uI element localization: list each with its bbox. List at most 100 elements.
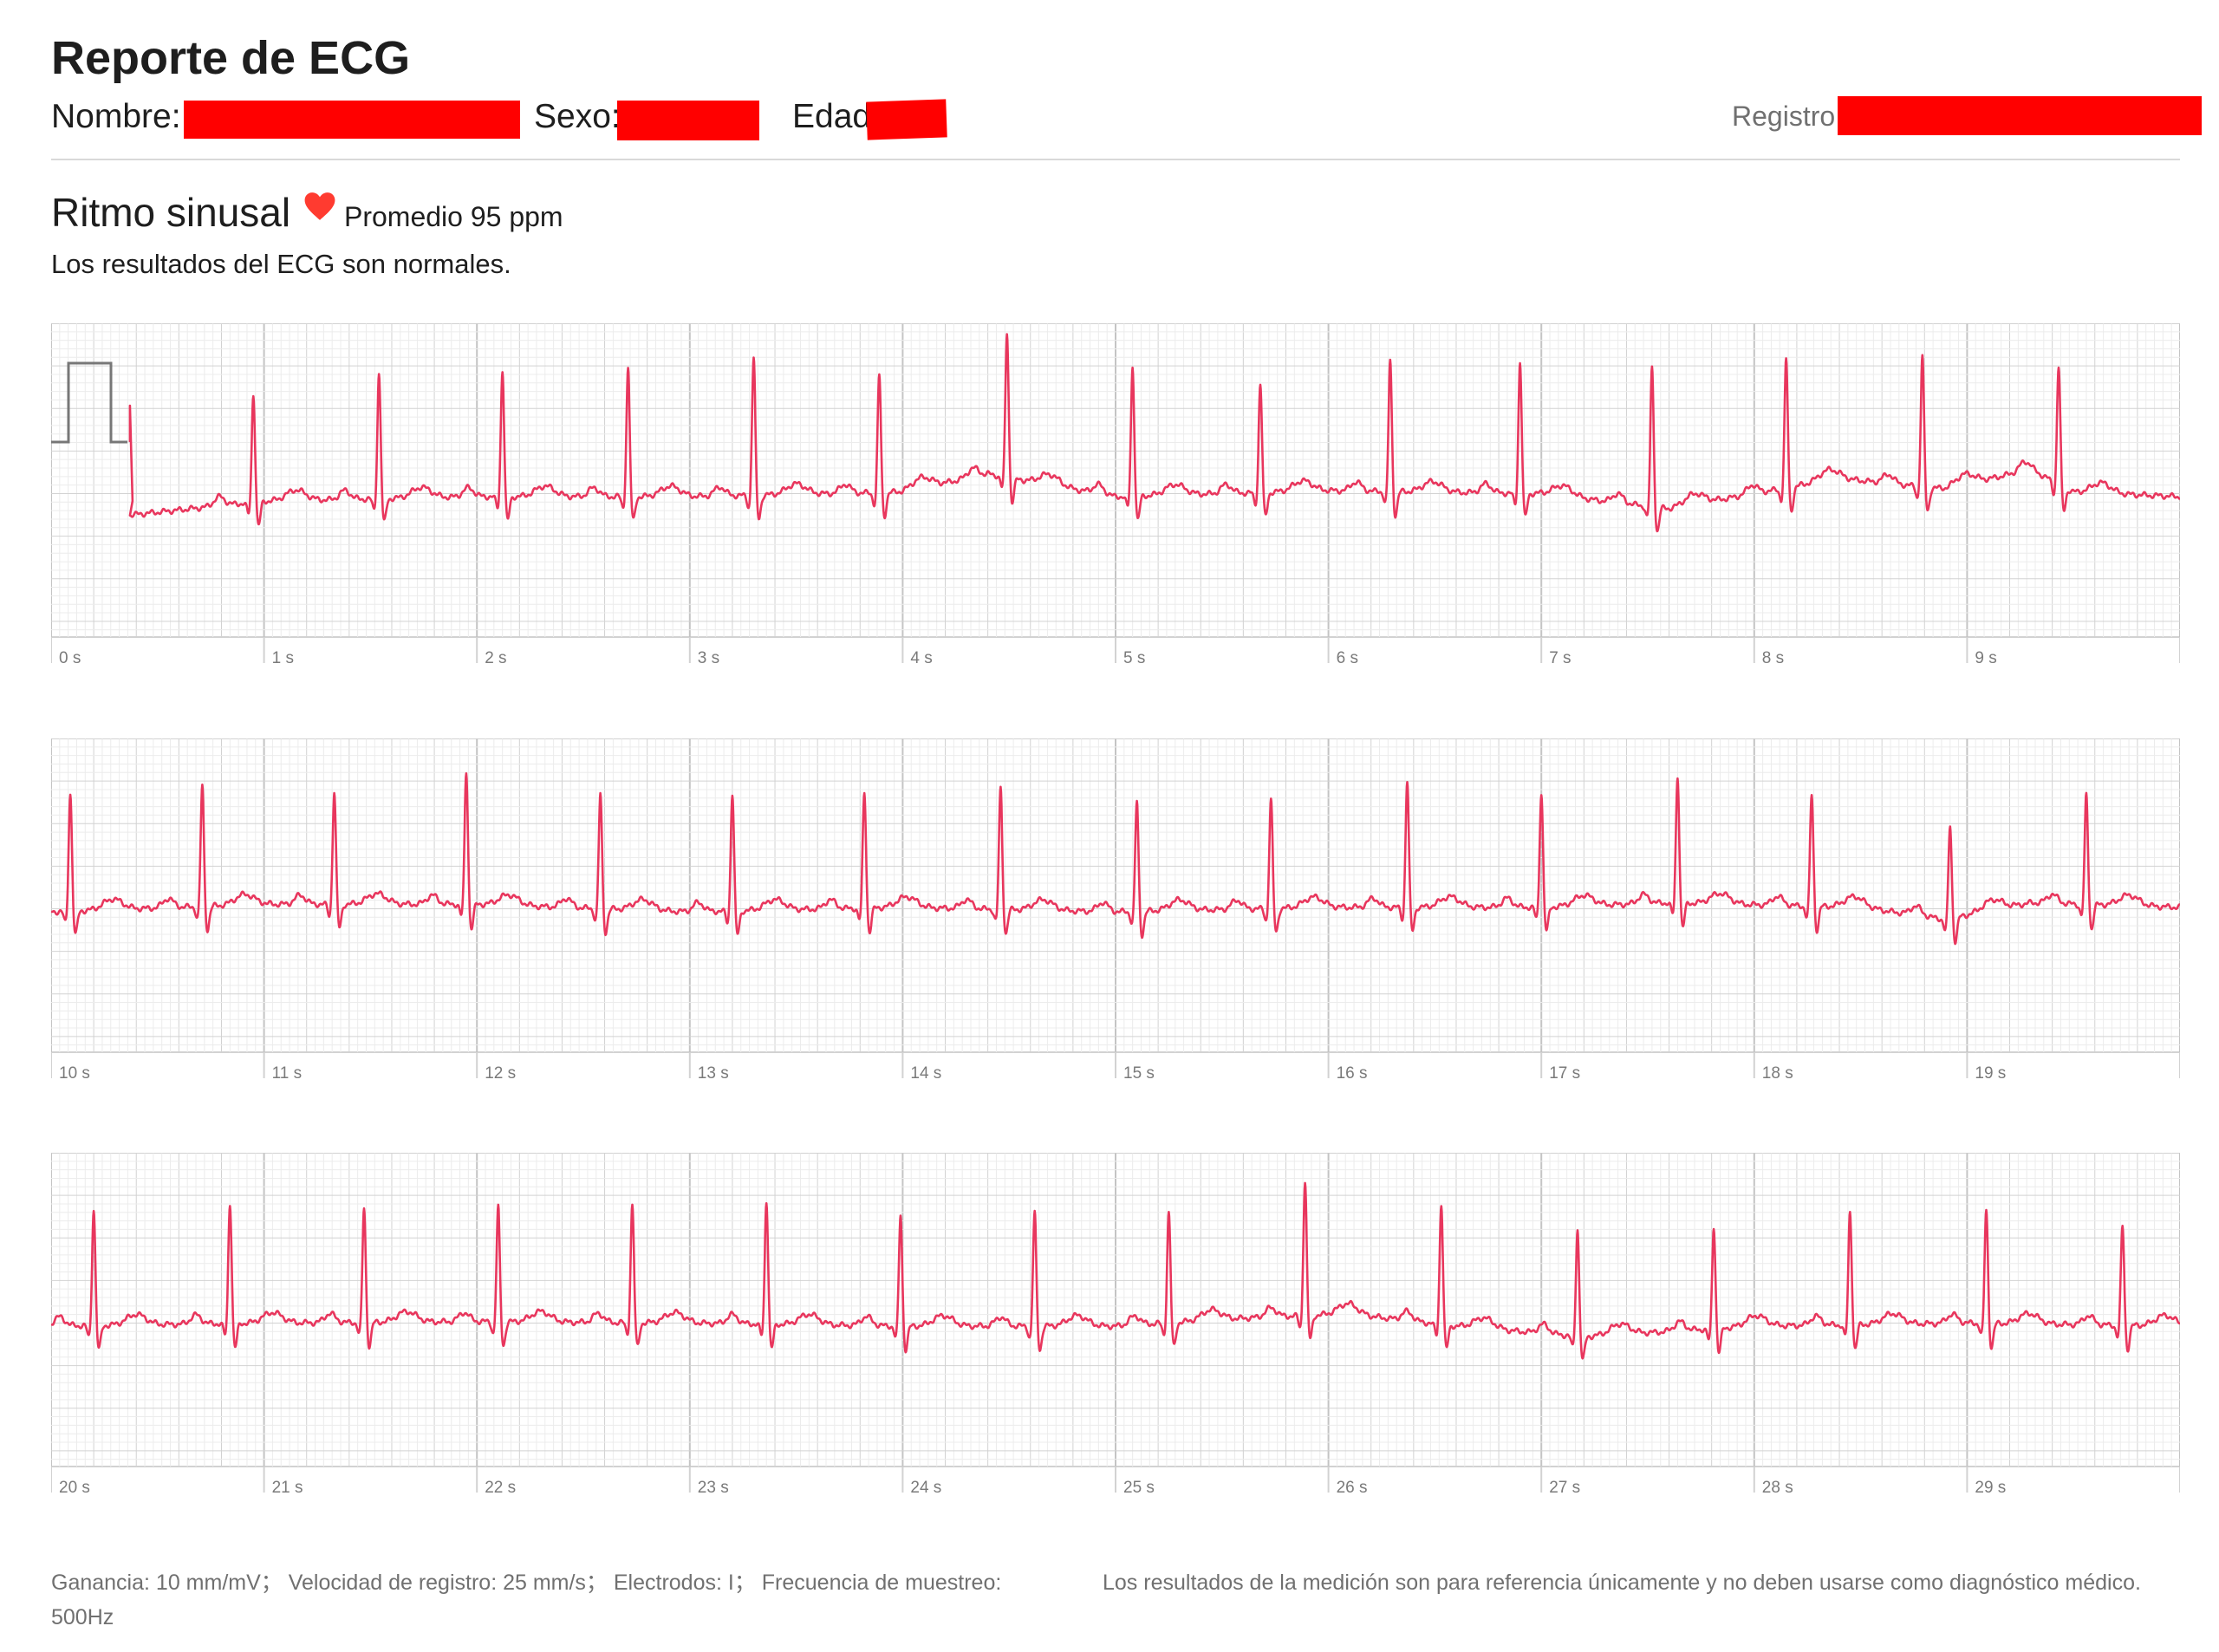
- r-peak-12: [1785, 357, 1788, 361]
- r-peak-13: [1848, 1209, 1851, 1213]
- time-tick-label: 27 s: [1549, 1479, 1580, 1497]
- time-tick-label: 0 s: [59, 649, 81, 667]
- r-peak-9: [1269, 797, 1272, 801]
- r-peak-5: [731, 790, 734, 794]
- time-tick-label: 29 s: [1975, 1479, 2006, 1497]
- r-peak-0: [68, 791, 72, 795]
- sex-label: Sexo:: [534, 98, 621, 135]
- r-peak-7: [999, 786, 1002, 790]
- time-tick-label: 6 s: [1337, 649, 1358, 667]
- report-title: Reporte de ECG: [51, 32, 411, 84]
- r-peak-8: [1259, 381, 1262, 385]
- r-peak-6: [1005, 330, 1009, 334]
- r-peak-0: [251, 392, 255, 395]
- time-tick-label: 15 s: [1123, 1064, 1155, 1083]
- r-peak-14: [1949, 823, 1952, 826]
- r-peak-10: [1406, 778, 1409, 782]
- r-peak-12: [1712, 1224, 1715, 1227]
- r-peak-7: [1131, 364, 1135, 367]
- r-peak-1: [200, 784, 204, 787]
- r-peak-1: [228, 1200, 231, 1204]
- r-peak-5: [765, 1198, 768, 1201]
- time-tick-label: 12 s: [485, 1064, 516, 1083]
- time-tick-label: 7 s: [1549, 649, 1571, 667]
- header-divider: [51, 159, 2180, 160]
- time-tick-label: 24 s: [910, 1479, 941, 1497]
- r-peak-14: [2057, 364, 2060, 367]
- ecg-trace: [128, 333, 2180, 533]
- recording-settings: Ganancia: 10 mm/mV； Velocidad de registr…: [51, 1571, 1002, 1629]
- time-tick-label: 5 s: [1123, 649, 1145, 667]
- time-tick-label: 21 s: [272, 1479, 303, 1497]
- time-tick-label: 14 s: [910, 1064, 941, 1083]
- r-peak-10: [1519, 360, 1522, 363]
- r-peak-3: [465, 769, 468, 772]
- r-peak-15: [2085, 792, 2088, 796]
- r-peak-8: [1136, 799, 1139, 803]
- r-peak-8: [1167, 1211, 1170, 1214]
- time-tick-label: 18 s: [1762, 1064, 1793, 1083]
- r-peak-10: [1440, 1201, 1443, 1205]
- r-peak-5: [877, 373, 881, 376]
- time-tick-label: 11 s: [272, 1064, 303, 1083]
- rhythm-result: Ritmo sinusal: [51, 190, 291, 235]
- r-peak-6: [899, 1213, 902, 1216]
- medical-disclaimer: Los resultados de la medición son para r…: [1103, 1571, 2141, 1595]
- r-peak-4: [599, 791, 602, 795]
- sex-redaction: [617, 101, 759, 140]
- r-peak-2: [333, 789, 336, 792]
- time-tick-label: 25 s: [1123, 1479, 1155, 1497]
- r-peak-11: [1539, 790, 1543, 794]
- name-label: Nombre:: [51, 98, 181, 135]
- time-tick-label: 2 s: [485, 649, 506, 667]
- ecg-strip-20-30s: 20 s 21 s 22 s 23 s 24 s 25 s 26 s 27 s 28 s 29 s: [51, 1153, 2180, 1497]
- ecg-strip-0-10s: 0 s 1 s 2 s 3 s 4 s 5 s 6 s 7 s 8 s 9 s: [51, 323, 2180, 667]
- time-tick-label: 20 s: [59, 1479, 90, 1497]
- ecg-grid: [51, 323, 2180, 637]
- ecg-grid: [51, 1153, 2180, 1467]
- time-tick-label: 26 s: [1337, 1479, 1368, 1497]
- time-tick-label: 4 s: [910, 649, 932, 667]
- r-peak-14: [1985, 1208, 1988, 1212]
- r-peak-7: [1033, 1211, 1037, 1214]
- time-tick-label: 16 s: [1337, 1064, 1368, 1083]
- record-redaction: [1838, 96, 2202, 135]
- ecg-summary: Los resultados del ECG son normales.: [51, 249, 511, 279]
- r-peak-4: [631, 1203, 634, 1206]
- r-peak-0: [92, 1207, 95, 1211]
- r-peak-2: [362, 1206, 366, 1209]
- ecg-trace: [51, 1181, 2180, 1360]
- r-peak-2: [501, 367, 504, 371]
- r-peak-3: [497, 1205, 500, 1208]
- r-peak-11: [1576, 1226, 1579, 1230]
- r-peak-3: [627, 366, 630, 369]
- time-tick-label: 19 s: [1975, 1064, 2006, 1083]
- average-heart-rate: Promedio 95 ppm: [344, 201, 563, 232]
- time-tick-label: 22 s: [485, 1479, 516, 1497]
- ecg-trace: [51, 772, 2180, 946]
- heart-icon: [304, 192, 335, 220]
- calibration-pulse: [51, 361, 127, 444]
- ecg-strip-10-20s: 10 s 11 s 12 s 13 s 14 s 15 s 16 s 17 s 18 s 19 s: [51, 738, 2180, 1083]
- time-tick-label: 1 s: [272, 649, 294, 667]
- time-tick-label: 10 s: [59, 1064, 90, 1083]
- r-peak-13: [1921, 354, 1924, 358]
- r-peak-4: [752, 355, 756, 359]
- r-peak-13: [1810, 792, 1813, 796]
- time-tick-label: 8 s: [1762, 649, 1784, 667]
- r-peak-12: [1676, 774, 1679, 777]
- record-label: Registro: [1732, 101, 1836, 132]
- age-label: Edad: [792, 98, 872, 135]
- r-peak-6: [862, 790, 866, 793]
- r-peak-1: [377, 371, 381, 374]
- time-tick-label: 13 s: [698, 1064, 729, 1083]
- r-peak-9: [1389, 358, 1392, 361]
- time-tick-label: 23 s: [698, 1479, 729, 1497]
- name-redaction: [184, 101, 520, 139]
- time-tick-label: 3 s: [698, 649, 719, 667]
- age-redaction: [866, 99, 947, 140]
- time-tick-label: 9 s: [1975, 649, 1996, 667]
- r-peak-15: [2121, 1224, 2125, 1227]
- r-peak-11: [1650, 366, 1654, 369]
- time-tick-label: 17 s: [1549, 1064, 1580, 1083]
